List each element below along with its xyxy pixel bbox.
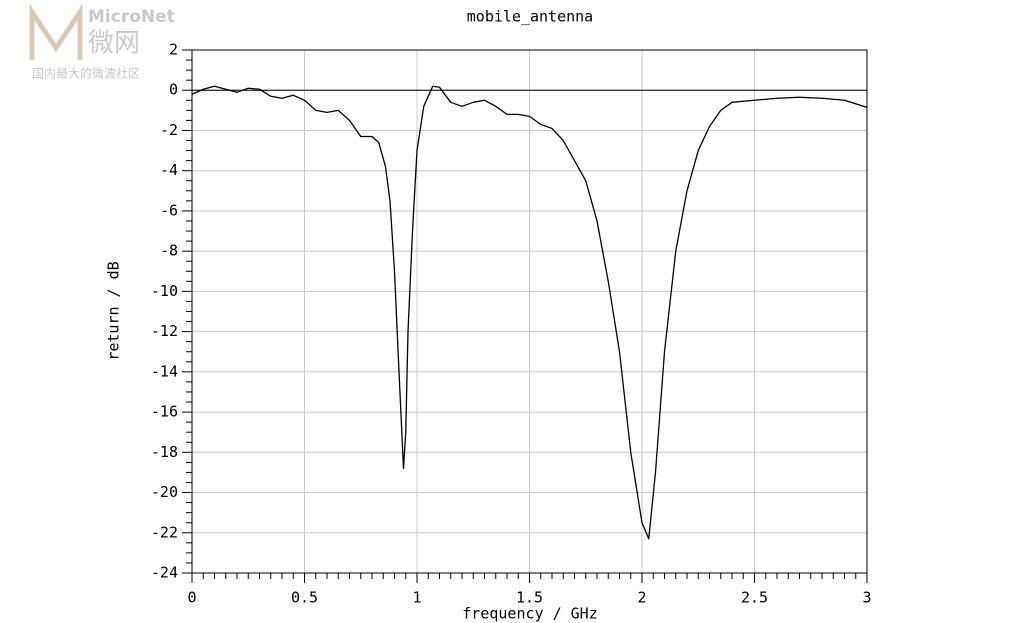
y-axis-label: return / dB (105, 261, 123, 360)
plot-frame (191, 49, 868, 574)
y-tick-label: -4 (160, 161, 178, 179)
x-tick-label: 1.5 (516, 589, 543, 607)
watermark-brand-cn: 微网 (88, 29, 140, 59)
y-tick-label: -12 (151, 322, 178, 340)
x-tick-label: 3 (862, 589, 871, 607)
watermark-tagline: 国内最大的微波社区 (32, 66, 140, 81)
y-tick-label: -16 (151, 403, 178, 421)
chart-title: mobile_antenna (467, 8, 593, 26)
y-tick-label: -6 (160, 201, 178, 219)
watermark-brand: MicroNet (88, 7, 175, 27)
x-tick-label: 0 (187, 589, 196, 607)
x-axis-label: frequency / GHz (462, 605, 597, 623)
y-tick-label: -24 (151, 564, 178, 582)
x-tick-label: 0.5 (291, 589, 318, 607)
y-tick-label: 0 (169, 81, 178, 99)
y-tick-label: -20 (151, 483, 178, 501)
x-tick-label: 1 (412, 589, 421, 607)
y-tick-label: -10 (151, 282, 178, 300)
y-tick-label: -8 (160, 242, 178, 260)
x-tick-label: 2.5 (741, 589, 768, 607)
y-tick-label: -22 (151, 523, 178, 541)
y-tick-label: 2 (169, 41, 178, 59)
watermark-logo (29, 3, 83, 60)
x-tick-label: 2 (637, 589, 646, 607)
y-tick-label: -2 (160, 121, 178, 139)
series-line (191, 85, 868, 540)
y-tick-label: -14 (151, 362, 178, 380)
y-tick-label: -18 (151, 443, 178, 461)
